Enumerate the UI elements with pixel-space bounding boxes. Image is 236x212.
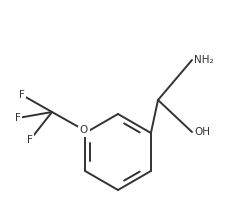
- Text: NH₂: NH₂: [194, 55, 214, 65]
- Text: O: O: [80, 125, 88, 135]
- Text: F: F: [15, 113, 21, 123]
- Text: OH: OH: [194, 127, 210, 137]
- Text: F: F: [19, 90, 25, 100]
- Text: F: F: [27, 135, 33, 145]
